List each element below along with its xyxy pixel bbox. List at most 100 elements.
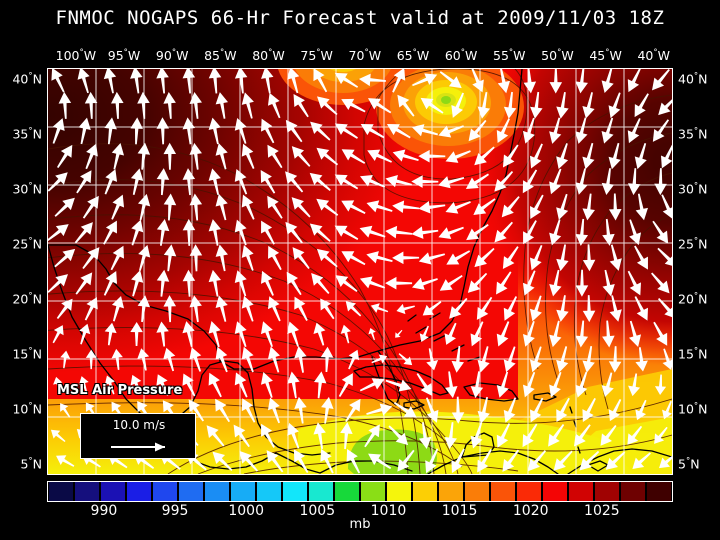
wind-vector-arrow <box>313 422 326 450</box>
lat-tick-label-left: 25°N <box>12 236 42 252</box>
wind-vector-arrow <box>234 321 247 348</box>
wind-vector-arrow <box>522 117 535 144</box>
wind-vector-arrow <box>215 295 228 322</box>
wind-vector-arrow <box>137 295 151 323</box>
pressure-map-plot[interactable] <box>47 68 673 475</box>
colorbar-swatch <box>516 482 542 501</box>
wind-vector-arrow <box>549 117 562 144</box>
wind-vector-arrow <box>445 201 471 214</box>
wind-vector-arrow <box>60 403 71 418</box>
wind-vector-arrow <box>208 269 222 297</box>
colorbar-swatch <box>464 482 490 501</box>
wind-vector-arrow <box>654 374 667 396</box>
wind-vector-arrow <box>575 218 589 246</box>
wind-vector-arrow <box>48 172 68 192</box>
wind-vector-arrow <box>553 450 573 471</box>
wind-vector-arrow <box>367 149 392 163</box>
wind-vector-arrow <box>657 297 672 318</box>
wind-vector-arrow <box>293 449 309 474</box>
wind-vector-arrow <box>579 450 600 471</box>
colorbar-swatch <box>282 482 308 501</box>
wind-vector-arrow <box>575 371 588 398</box>
wind-vector-arrow <box>651 69 670 91</box>
wind-vector-arrow <box>628 373 641 397</box>
wind-vector-arrow <box>285 221 303 244</box>
wind-vector-arrow <box>582 345 595 373</box>
wind-vector-arrow <box>52 325 64 344</box>
wind-vector-arrow <box>233 424 250 448</box>
wind-vector-arrow <box>82 247 100 270</box>
wind-vector-arrow <box>309 223 331 242</box>
wind-vector-arrow <box>449 297 468 319</box>
wind-vector-arrow <box>418 252 446 265</box>
wind-vector-arrow <box>602 218 615 246</box>
lat-tick-label-right: 15°N <box>678 346 708 362</box>
wind-vector-arrow <box>385 276 413 290</box>
wind-vector-arrow <box>627 270 642 296</box>
wind-vector-arrow <box>293 94 309 118</box>
wind-vector-arrow <box>130 322 143 346</box>
lat-tick-label-left: 30°N <box>12 181 42 197</box>
wind-vector-arrow <box>208 321 221 348</box>
lon-tick-label: 75°W <box>300 48 333 64</box>
wind-vector-arrow <box>523 220 537 245</box>
wind-vector-arrow <box>451 345 465 373</box>
colorbar-swatch <box>360 482 386 501</box>
wind-vector-arrow <box>137 193 151 221</box>
wind-vector-arrow <box>138 244 151 271</box>
wind-vector-arrow <box>48 274 68 293</box>
wind-vector-arrow <box>104 322 117 346</box>
wind-vector-arrow <box>267 195 283 219</box>
wind-vector-arrow <box>602 269 615 297</box>
wind-vector-arrow <box>48 224 69 242</box>
wind-vector-arrow <box>473 198 496 216</box>
wind-vector-arrow <box>556 244 569 272</box>
wind-vector-arrow <box>51 69 65 93</box>
lat-tick-label-right: 30°N <box>678 181 708 197</box>
wind-vector-arrow <box>182 218 196 246</box>
wind-vector-arrow <box>189 193 203 221</box>
wind-vector-arrow <box>215 398 231 423</box>
wind-vector-arrow <box>608 92 621 119</box>
wind-vector-legend: 10.0 m/s <box>80 413 196 459</box>
lat-tick-label-right: 5°N <box>678 456 700 472</box>
colorbar-swatch <box>542 482 568 501</box>
wind-vector-arrow <box>392 69 406 93</box>
wind-vector-arrow <box>208 168 221 195</box>
wind-vector-arrow <box>110 245 124 271</box>
wind-vector-arrow <box>608 193 622 221</box>
wind-vector-arrow <box>601 168 615 195</box>
wind-vector-arrow <box>294 396 307 424</box>
pressure-colorbar[interactable] <box>47 481 673 502</box>
wind-vector-arrow <box>601 69 614 94</box>
wind-vector-arrow <box>444 422 457 450</box>
wind-vector-arrow <box>385 225 413 239</box>
wind-vector-arrow <box>419 325 429 343</box>
wind-vector-arrow <box>103 220 117 245</box>
wind-vector-arrow <box>104 117 117 145</box>
wind-vector-arrow <box>474 146 495 166</box>
wind-vector-arrow <box>316 147 339 166</box>
wind-vector-arrow <box>367 98 392 114</box>
wind-vector-arrow <box>53 376 63 393</box>
wind-vector-arrow <box>163 142 177 170</box>
wind-vector-arrow <box>287 321 300 347</box>
wind-vector-arrow <box>111 143 125 170</box>
wind-vector-arrow <box>582 244 596 272</box>
wind-vector-arrow <box>466 223 489 241</box>
wind-vector-arrow <box>111 295 125 322</box>
wind-vector-arrow <box>163 91 176 119</box>
wind-vector-arrow <box>556 193 569 220</box>
wind-vector-arrow <box>608 142 621 170</box>
colorbar-unit-label: mb <box>349 517 371 532</box>
wind-vector-arrow <box>291 146 311 167</box>
wind-vector-arrow <box>208 117 221 145</box>
wind-vector-arrow <box>496 321 510 347</box>
wind-vector-arrow <box>137 348 150 371</box>
wind-vector-arrow <box>182 69 196 94</box>
wind-vector-arrow <box>582 398 596 422</box>
wind-vector-arrow <box>575 117 588 144</box>
wind-vector-field <box>48 69 672 474</box>
wind-vector-arrow <box>502 246 519 269</box>
lat-tick-label-left: 5°N <box>20 456 42 472</box>
